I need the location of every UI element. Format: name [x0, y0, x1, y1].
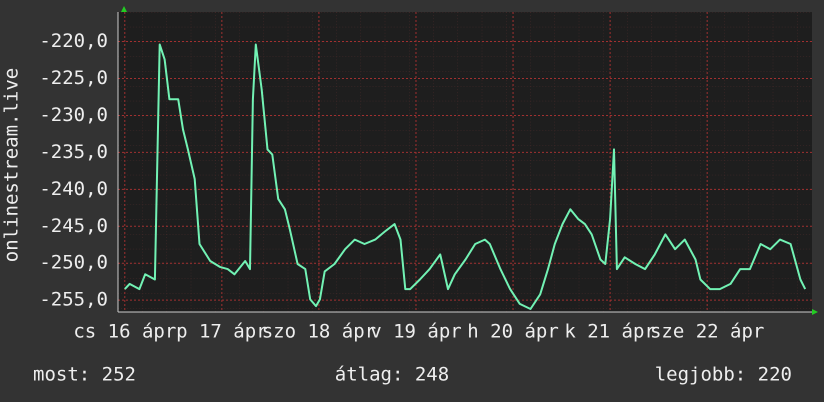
x-tick-label: k 21 ápr [564, 321, 656, 343]
x-tick-label: sze 22 ápr [650, 321, 764, 343]
y-tick-label: -250,0 [39, 252, 108, 274]
x-tick-label: szo 18 ápr [262, 321, 376, 343]
x-tick-label: v 19 ápr [370, 321, 462, 343]
footer-average: átlag: 248 [335, 364, 449, 386]
y-tick-label: -245,0 [39, 215, 108, 237]
y-tick-label: -240,0 [39, 178, 108, 200]
y-tick-label: -230,0 [39, 104, 108, 126]
y-axis-label: onlinestream.live [1, 68, 23, 262]
x-arrow [812, 309, 818, 315]
y-tick-label: -235,0 [39, 141, 108, 163]
y-tick-label: -220,0 [39, 30, 108, 52]
x-tick-label: p 17 ápr [176, 321, 268, 343]
x-tick-label: h 20 ápr [467, 321, 559, 343]
y-arrow [121, 6, 127, 12]
x-tick-label: cs 16 ápr [73, 321, 176, 343]
footer-current: most: 252 [33, 364, 136, 386]
data-line [124, 43, 807, 310]
y-tick-label: -225,0 [39, 67, 108, 89]
footer-max: legjobb: 220 [655, 364, 792, 386]
y-tick-label: -255,0 [39, 289, 108, 311]
